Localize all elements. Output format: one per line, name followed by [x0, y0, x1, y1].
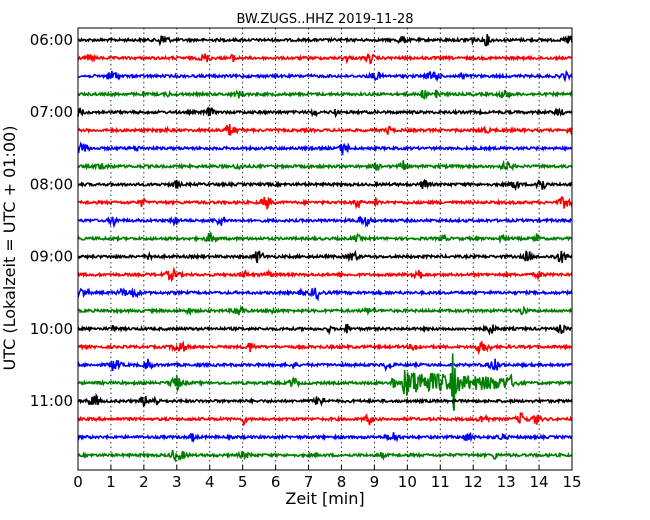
x-tick-label: 0: [73, 473, 83, 491]
trace-1115: [77, 411, 573, 427]
chart-title: BW.ZUGS..HHZ 2019-11-28: [236, 12, 413, 27]
x-tick-label: 15: [562, 473, 581, 491]
x-tick-label: 12: [464, 473, 483, 491]
trace-0945: [77, 304, 573, 317]
trace-1130: [77, 431, 573, 444]
x-axis-ticks: 0 1 2 3 4 5 6 7 8 9 10 11 12 13 14 15: [73, 465, 582, 491]
trace-1145: [77, 449, 573, 463]
trace-0930: [77, 287, 573, 302]
y-tick-label: 10:00: [30, 320, 73, 338]
trace-0615: [77, 53, 572, 65]
trace-1045: [77, 353, 573, 411]
x-tick-label: 8: [337, 473, 347, 491]
trace-group: [77, 33, 573, 463]
trace-0815: [77, 196, 573, 211]
y-tick-label: 09:00: [30, 248, 73, 266]
x-tick-label: 1: [106, 473, 116, 491]
trace-0900: [77, 249, 573, 264]
trace-1015: [77, 340, 573, 356]
trace-1030: [77, 358, 573, 372]
trace-1100: [77, 392, 573, 407]
y-tick-label: 06:00: [30, 31, 73, 49]
trace-0700: [77, 106, 573, 119]
trace-0915: [77, 266, 573, 283]
trace-0645: [77, 89, 573, 100]
y-tick-label: 11:00: [30, 392, 73, 410]
x-tick-label: 10: [398, 473, 417, 491]
vertical-grid: [110, 28, 540, 470]
x-tick-label: 13: [497, 473, 516, 491]
x-tick-label: 2: [139, 473, 149, 491]
y-axis-label: UTC (Lokalzeit = UTC + 01:00): [0, 126, 19, 371]
x-tick-label: 7: [304, 473, 314, 491]
plot-frame: [77, 27, 573, 471]
x-axis-label: Zeit [min]: [285, 489, 364, 508]
x-tick-label: 3: [172, 473, 182, 491]
trace-0600: [77, 33, 573, 47]
trace-1000: [77, 323, 573, 336]
trace-0745: [77, 159, 573, 172]
trace-0800: [77, 178, 573, 192]
trace-0845: [77, 232, 573, 245]
trace-0730: [77, 141, 573, 157]
x-tick-label: 9: [370, 473, 380, 491]
y-tick-label: 07:00: [30, 103, 73, 121]
x-tick-label: 4: [205, 473, 215, 491]
x-tick-label: 6: [271, 473, 281, 491]
x-tick-label: 14: [530, 473, 549, 491]
trace-0715: [77, 124, 573, 137]
y-axis-ticks: 06:00 07:00 08:00 09:00 10:00 11:00: [30, 31, 83, 410]
y-tick-label: 08:00: [30, 175, 73, 193]
x-tick-label: 11: [431, 473, 450, 491]
x-tick-label: 5: [238, 473, 248, 491]
trace-0630: [77, 69, 573, 83]
trace-0830: [77, 215, 573, 229]
